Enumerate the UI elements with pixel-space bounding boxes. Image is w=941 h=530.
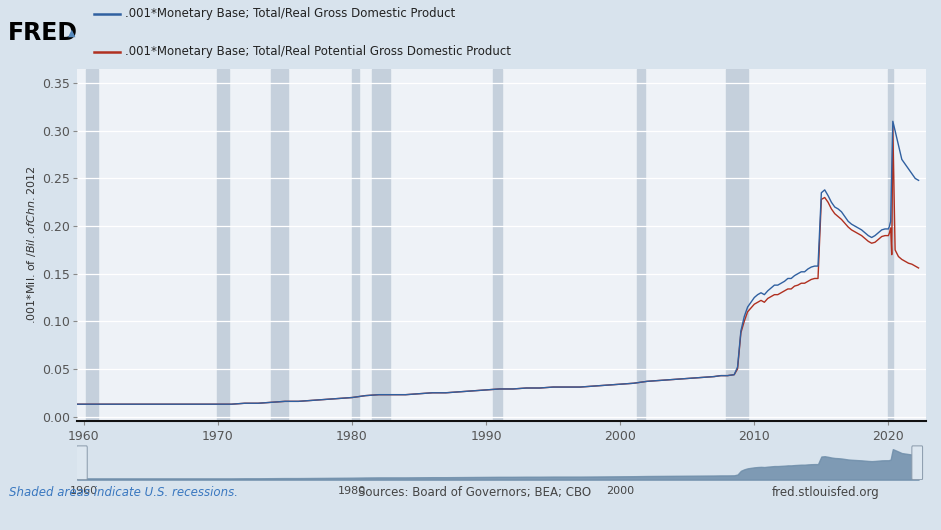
Bar (352, 69, 359, 421)
Bar (372, 69, 390, 421)
Text: 1960: 1960 (70, 486, 98, 496)
Text: Shaded areas indicate U.S. recessions.: Shaded areas indicate U.S. recessions. (9, 485, 238, 499)
Bar (216, 69, 229, 421)
Text: .001*Monetary Base; Total/Real Potential Gross Domestic Product: .001*Monetary Base; Total/Real Potential… (125, 45, 511, 58)
Text: fred.stlouisfed.org: fred.stlouisfed.org (772, 485, 880, 499)
Bar (726, 69, 747, 421)
Text: 2000: 2000 (606, 486, 634, 496)
Text: Sources: Board of Governors; BEA; CBO: Sources: Board of Governors; BEA; CBO (358, 485, 591, 499)
FancyBboxPatch shape (912, 446, 922, 480)
Text: ▲: ▲ (68, 28, 75, 38)
Bar (888, 69, 893, 421)
Bar (493, 69, 502, 421)
Bar (270, 69, 288, 421)
Bar (637, 69, 645, 421)
Text: .001*Monetary Base; Total/Real Gross Domestic Product: .001*Monetary Base; Total/Real Gross Dom… (125, 7, 455, 20)
Y-axis label: .001*Mil. of $/Bil. of Chn. 2012 $: .001*Mil. of $/Bil. of Chn. 2012 $ (25, 166, 38, 324)
Text: 1980: 1980 (338, 486, 366, 496)
FancyBboxPatch shape (76, 446, 88, 480)
Bar (87, 69, 99, 421)
Text: FRED: FRED (8, 21, 77, 45)
